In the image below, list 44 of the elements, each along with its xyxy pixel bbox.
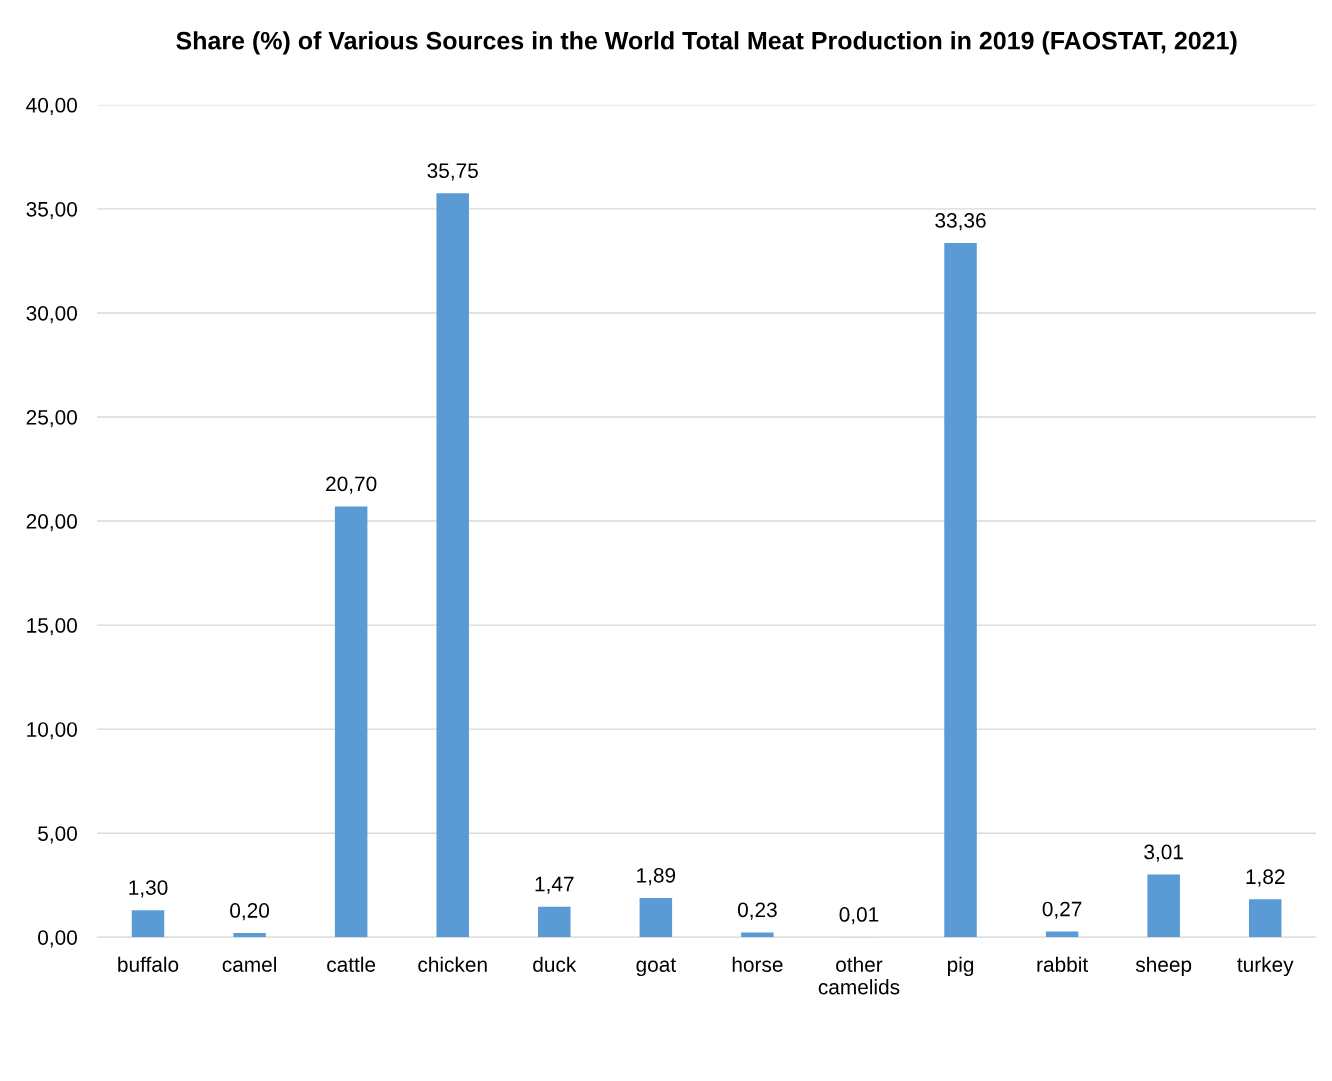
data-label: 20,70: [326, 476, 377, 494]
data-label: 0,23: [737, 902, 777, 920]
bar: [944, 243, 977, 938]
y-tick-label: 30,00: [26, 305, 77, 324]
x-tick-label: duck: [533, 956, 577, 972]
data-label: 0,20: [230, 903, 270, 921]
bar: [1147, 874, 1180, 938]
data-label: 35,75: [427, 163, 478, 181]
y-tick-label: 5,00: [38, 826, 77, 844]
x-tick-label: chicken: [418, 956, 487, 972]
y-tick-label: 10,00: [27, 722, 77, 740]
data-label: 0,27: [1042, 901, 1082, 919]
y-tick-label: 35,00: [26, 201, 77, 220]
x-tick-label: cattle: [327, 956, 376, 972]
y-tick-label: 40,00: [26, 97, 77, 116]
bar: [1248, 899, 1282, 938]
data-label: 1,30: [129, 880, 168, 898]
data-label: 1,82: [1246, 869, 1285, 887]
data-label: 33,36: [935, 213, 986, 231]
x-tick-label: goat: [636, 958, 676, 977]
bar: [334, 506, 368, 938]
data-label: 1,47: [535, 876, 574, 894]
y-tick-label: 20,00: [26, 514, 77, 532]
data-label: 3,01: [1144, 844, 1183, 862]
x-tick-label: pig: [947, 956, 974, 977]
bar: [131, 910, 165, 938]
data-label: 0,01: [839, 907, 879, 925]
x-tick-label: buffalo: [118, 956, 179, 972]
bar: [741, 932, 774, 938]
bar: [538, 906, 571, 938]
chart-title: Share (%) of Various Sources in the World Total Meat Production in 2019 (FAOSTAT, 2021): [176, 31, 1237, 55]
x-tick-label: rabbit: [1037, 956, 1089, 972]
x-tick-label: other camelids: [818, 956, 900, 995]
data-label: 1,89: [637, 867, 676, 886]
bar: [233, 933, 266, 938]
y-tick-label: 15,00: [27, 618, 77, 636]
x-tick-label: horse: [732, 956, 783, 972]
y-tick-label: 0,00: [38, 930, 77, 948]
x-tick-label: turkey: [1237, 956, 1294, 977]
x-tick-label: sheep: [1135, 956, 1192, 977]
y-tick-label: 25,00: [26, 410, 77, 428]
bar: [639, 897, 673, 938]
bar: [436, 193, 469, 938]
x-tick-label: camel: [222, 956, 276, 972]
